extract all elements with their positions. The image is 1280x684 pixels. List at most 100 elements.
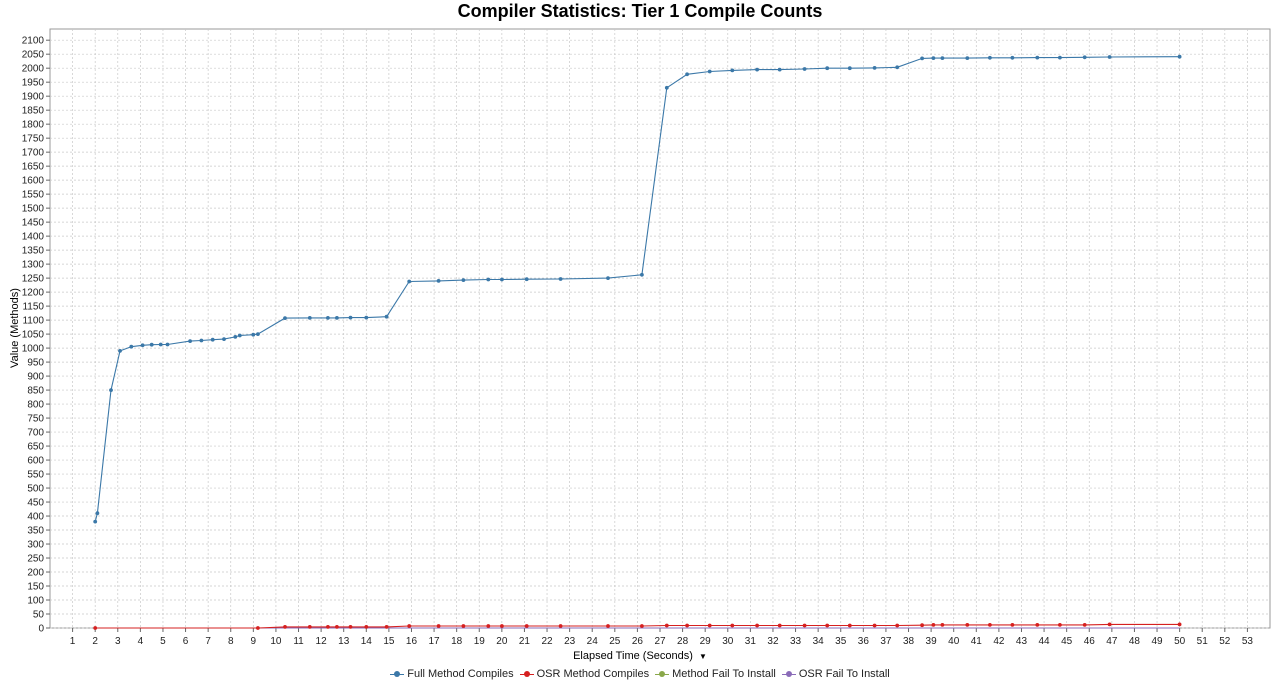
- chevron-down-icon[interactable]: ▼: [698, 652, 707, 661]
- x-tick-label: 37: [880, 636, 892, 647]
- data-point: [1010, 55, 1015, 60]
- data-point: [755, 67, 759, 72]
- data-point: [707, 623, 712, 628]
- x-tick-label: 51: [1197, 636, 1209, 647]
- legend-item: OSR Method Compiles: [519, 668, 649, 680]
- x-tick-label: 12: [316, 636, 328, 647]
- y-axis-title: Value (Methods): [9, 288, 21, 368]
- x-tick-label: 15: [383, 636, 395, 647]
- x-tick-label: 7: [205, 636, 211, 647]
- y-tick-label: 1150: [22, 302, 44, 313]
- y-tick-label: 2000: [22, 64, 45, 75]
- data-point: [1058, 55, 1062, 60]
- y-tick-label: 950: [27, 358, 44, 369]
- data-point: [965, 623, 970, 627]
- x-tick-label: 8: [228, 636, 234, 647]
- legend-item: Method Fail To Install: [655, 668, 776, 680]
- y-tick-label: 250: [27, 554, 44, 565]
- data-point: [461, 278, 466, 282]
- y-tick-label: 400: [27, 512, 44, 523]
- data-point: [307, 625, 312, 629]
- data-point: [93, 626, 98, 630]
- data-point: [558, 624, 563, 628]
- data-point: [640, 272, 644, 277]
- x-tick-label: 5: [160, 636, 166, 647]
- x-tick-label: 47: [1106, 636, 1118, 647]
- x-tick-label: 29: [700, 636, 712, 647]
- x-tick-label: 24: [587, 636, 599, 647]
- x-tick-label: 45: [1061, 636, 1073, 647]
- data-point: [606, 276, 610, 280]
- data-point: [1058, 623, 1062, 627]
- data-point: [140, 343, 145, 348]
- x-tick-label: 3: [115, 636, 121, 647]
- x-tick-label: 13: [338, 636, 350, 647]
- y-tick-label: 900: [27, 372, 44, 383]
- y-tick-label: 1350: [22, 246, 45, 257]
- data-point: [407, 279, 412, 284]
- data-point: [524, 277, 529, 282]
- x-tick-label: 40: [948, 636, 960, 647]
- data-point: [777, 67, 782, 72]
- data-point: [825, 623, 830, 628]
- y-tick-label: 300: [27, 540, 44, 551]
- data-point: [685, 623, 689, 628]
- data-point: [847, 623, 852, 628]
- x-tick-label: 49: [1151, 636, 1163, 647]
- data-point: [158, 342, 163, 347]
- x-tick-label: 39: [926, 636, 938, 647]
- data-point: [755, 623, 759, 628]
- x-tick-label: 30: [722, 636, 734, 647]
- x-tick-label: 10: [270, 636, 282, 647]
- data-point: [1035, 623, 1040, 627]
- data-point: [93, 519, 98, 524]
- x-tick-label: 44: [1039, 636, 1051, 647]
- data-point: [307, 316, 312, 320]
- y-tick-label: 1700: [22, 148, 45, 159]
- x-tick-label: 53: [1242, 636, 1254, 647]
- series-full-method-compiles: [93, 54, 1182, 524]
- y-tick-label: 0: [38, 624, 44, 635]
- y-tick-label: 2050: [22, 50, 45, 61]
- data-point: [1107, 622, 1112, 627]
- series-layer: [93, 54, 1182, 630]
- y-tick-label: 1600: [22, 176, 45, 187]
- x-tick-label: 20: [496, 636, 508, 647]
- y-tick-label: 1300: [22, 260, 45, 271]
- x-axis-title-dropdown[interactable]: Elapsed Time (Seconds) ▼: [0, 650, 1280, 662]
- x-tick-label: 31: [745, 636, 757, 647]
- y-tick-label: 1000: [22, 344, 45, 355]
- data-point: [940, 623, 945, 627]
- x-tick-label: 42: [993, 636, 1005, 647]
- data-point: [222, 337, 226, 341]
- y-tick-label: 1050: [22, 330, 45, 341]
- y-tick-label: 600: [27, 456, 44, 467]
- y-tick-label: 1100: [22, 316, 44, 327]
- data-point: [407, 624, 412, 628]
- y-tick-label: 700: [27, 428, 44, 439]
- y-tick-label: 750: [27, 414, 44, 425]
- x-tick-label: 35: [835, 636, 847, 647]
- y-tick-label: 650: [27, 442, 44, 453]
- y-tick-label: 500: [27, 484, 44, 495]
- x-tick-label: 43: [1016, 636, 1028, 647]
- data-point: [1082, 55, 1087, 60]
- data-point: [730, 68, 735, 73]
- data-point: [558, 277, 563, 281]
- x-tick-label: 34: [813, 636, 825, 647]
- data-point: [436, 624, 441, 628]
- legend-item: OSR Fail To Install: [781, 668, 890, 680]
- data-point: [707, 69, 712, 74]
- data-point: [802, 623, 807, 628]
- series-osr-method-compiles: [93, 622, 1182, 630]
- x-tick-label: 19: [474, 636, 486, 647]
- x-tick-label: 50: [1174, 636, 1186, 647]
- series-line-osr-method-compiles: [95, 623, 1180, 629]
- legend-marker-icon: [390, 670, 405, 678]
- data-point: [730, 623, 735, 628]
- data-point: [1035, 55, 1040, 60]
- data-point: [283, 316, 287, 320]
- y-tick-label: 100: [27, 596, 44, 607]
- data-point: [348, 625, 353, 629]
